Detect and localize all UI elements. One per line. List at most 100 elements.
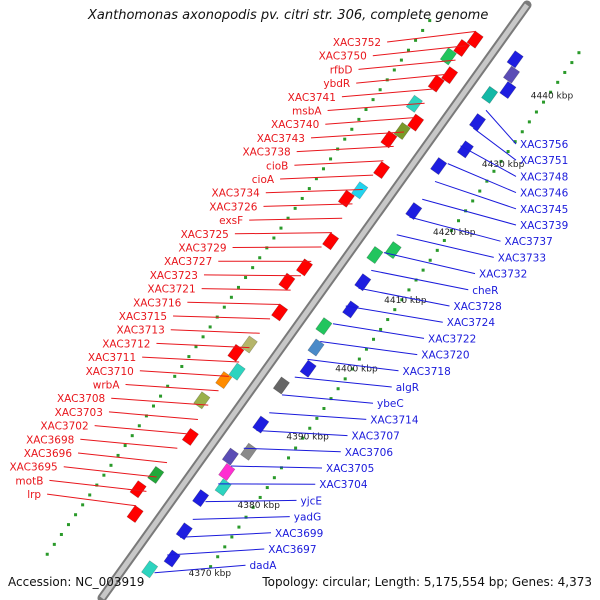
gene-block [193,391,211,410]
scale-tick [265,486,269,490]
gene-right [384,241,402,260]
gene-label-right: XAC3732 [479,269,527,281]
gene-left [466,30,484,49]
scale-tick [520,130,524,134]
leader-line [156,342,250,349]
gene-right [499,81,517,100]
scale-tick [421,268,425,272]
scale-tick [343,137,347,141]
gene-left [380,130,398,149]
summary-label: Topology: circular; Length: 5,175,554 bp… [262,575,592,589]
leader-line [125,384,219,392]
gene-label-right: XAC3706 [345,447,394,459]
gene-block [240,335,258,354]
scale-tick [279,226,283,230]
gene-right [456,140,474,159]
scale-tick [258,495,262,499]
gene-block [322,232,340,251]
scale-tick [315,416,319,420]
scale-tick [144,414,148,418]
scale-tick [308,426,312,430]
gene-label-left: exsF [219,215,243,227]
gene-block [221,447,239,466]
leader-line [269,412,367,420]
scale-tick [74,513,78,517]
gene-left [373,161,391,180]
gene-label-left: XAC3740 [271,119,319,131]
gene-block [307,338,325,357]
gene-label-left: XAC3721 [147,284,195,296]
accession-label: Accession: NC_003919 [8,575,145,589]
scale-tick [492,169,496,173]
gene-right [315,317,333,336]
gene-right [342,300,360,319]
gene-label-left: XAC3703 [55,407,103,419]
scale-tick [130,434,134,438]
leader-line [422,198,517,226]
leader-line [167,548,265,556]
scale-label: 4410 kbp [384,296,427,306]
scale-tick [301,436,305,440]
leader-line [327,102,425,111]
gene-label-left: XAC3708 [57,393,105,405]
scale-tick [123,444,127,448]
scale-tick [350,367,354,371]
scale-tick [45,552,49,556]
leader-line [472,127,517,161]
gene-label-right: XAC3756 [520,139,569,151]
gene-right [481,85,499,104]
scale-tick [471,199,475,203]
gene-block [272,376,290,395]
gene-label-right: XAC3718 [403,366,451,378]
leader-line [341,88,435,98]
gene-block [299,359,317,378]
scale-label: 4380 kbp [238,501,281,511]
gene-label-left: rfbD [330,64,353,76]
gene-block [228,362,246,381]
gene-block [141,560,159,579]
leader-line [332,323,425,339]
leader-line [281,394,374,404]
scale-tick [371,98,375,102]
leader-line [358,287,450,307]
gene-label-right: yadG [294,512,321,524]
gene-block [342,300,360,319]
scale-tick [478,189,482,193]
gene-label-left: msbA [292,106,322,118]
leader-line [310,131,405,139]
leader-line [80,438,178,449]
scale-tick [209,565,213,569]
scale-tick [407,288,411,292]
scale-tick [570,61,574,65]
leader-line [63,466,157,478]
scale-tick [279,466,283,470]
gene-label-left: XAC3695 [9,462,57,474]
gene-label-right: XAC3705 [326,463,374,475]
leader-line [173,315,271,320]
leader-line [49,479,147,492]
gene-left [439,47,457,66]
scale-tick [95,483,99,487]
gene-label-left: XAC3710 [86,366,134,378]
gene-left [126,505,144,524]
leader-line [111,397,209,406]
scale-tick [187,355,191,359]
map-title: Xanthomonas axonopodis pv. citri str. 30… [88,8,489,23]
gene-label-right: XAC3745 [520,204,568,216]
leader-line [108,411,198,421]
gene-label-right: XAC3748 [520,171,568,183]
gene-block [373,161,391,180]
gene-left [393,121,411,141]
scale-tick [66,523,70,527]
scale-tick [314,177,318,181]
scale-tick [109,463,113,467]
leader-line [263,203,353,207]
gene-block [354,273,372,292]
leader-line [154,564,246,574]
leader-line [77,452,168,464]
scale-tick [293,206,297,210]
gene-block [214,478,232,497]
scale-tick [406,48,410,52]
gene-block [215,371,233,390]
gene-right [506,50,524,69]
